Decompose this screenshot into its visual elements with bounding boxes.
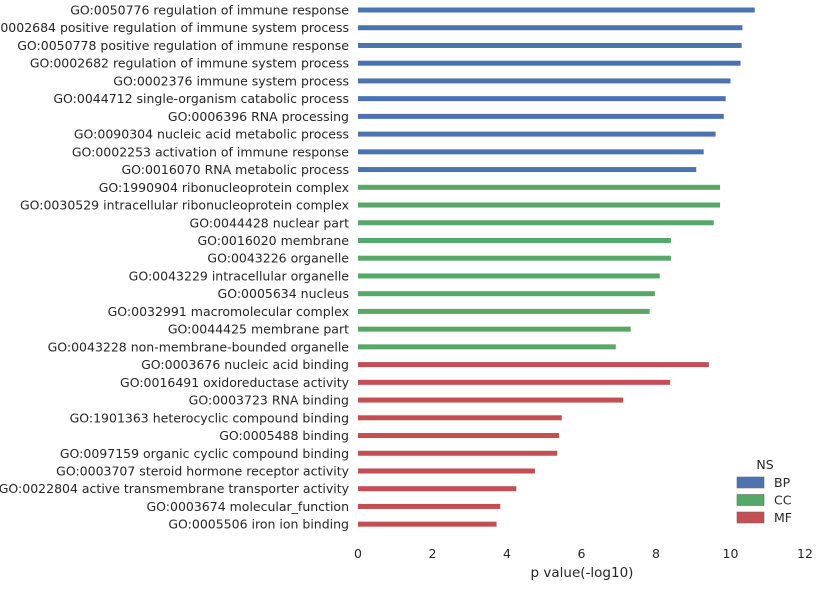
bar-mf-28 (358, 503, 501, 509)
x-tick-label: 0 (354, 546, 362, 561)
bar-cc-19 (358, 344, 616, 350)
bar-bp-8 (358, 149, 704, 155)
bars-layer (358, 7, 755, 527)
category-label: GO:0003707 steroid hormone receptor acti… (56, 463, 349, 478)
bar-bp-3 (358, 60, 741, 66)
legend: NS BP CC MF (736, 457, 792, 525)
x-tick-label: 6 (578, 546, 586, 561)
category-label: GO:0050776 regulation of immune response (70, 3, 349, 18)
category-label: GO:0090304 nucleic acid metabolic proces… (74, 127, 349, 142)
category-label: GO:0003674 molecular_function (146, 499, 349, 514)
bar-bp-4 (358, 78, 731, 84)
category-label: GO:0002253 activation of immune response (72, 144, 349, 159)
category-label: GO:1990904 ribonucleoprotein complex (99, 180, 349, 195)
legend-label-cc: CC (774, 493, 792, 508)
bar-mf-29 (358, 521, 497, 527)
category-label: GO:0016491 oxidoreductase activity (120, 375, 350, 390)
bar-mf-26 (358, 468, 535, 474)
category-label: GO:0003723 RNA binding (189, 393, 349, 408)
bar-mf-27 (358, 486, 517, 492)
bar-mf-21 (358, 379, 671, 385)
category-label: GO:0044425 membrane part (168, 322, 349, 337)
bar-cc-12 (358, 220, 714, 226)
x-tick-label: 12 (797, 546, 813, 561)
category-label: GO:0002682 regulation of immune system p… (30, 56, 349, 71)
bar-cc-17 (358, 308, 650, 314)
bar-bp-7 (358, 131, 716, 137)
x-axis-ticks: 0 2 4 6 8 10 12 (354, 546, 813, 561)
category-label: GO:0002376 immune system process (113, 73, 349, 88)
bar-cc-10 (358, 184, 721, 190)
legend-label-bp: BP (774, 475, 791, 490)
category-label: GO:0005506 iron ion binding (168, 517, 349, 532)
bar-mf-22 (358, 397, 624, 403)
category-label: GO:0030529 intracellular ribonucleoprote… (20, 198, 349, 213)
x-axis-label: p value(-log10) (531, 565, 634, 581)
x-tick-label: 8 (652, 546, 660, 561)
category-label: GO:0002684 positive regulation of immune… (0, 20, 349, 35)
bar-bp-2 (358, 42, 742, 48)
bar-cc-16 (358, 291, 655, 297)
category-label: GO:1901363 heterocyclic compound binding (70, 410, 349, 425)
category-label: GO:0043228 non-membrane-bounded organell… (48, 339, 350, 354)
category-label: GO:0097159 organic cyclic compound bindi… (60, 446, 349, 461)
category-labels: GO:0050776 regulation of immune response… (0, 3, 350, 532)
legend-title: NS (756, 457, 773, 472)
bar-mf-24 (358, 433, 560, 439)
category-label: GO:0043226 organelle (207, 251, 349, 266)
legend-swatch-mf (736, 511, 765, 524)
bar-cc-11 (358, 202, 721, 208)
bar-cc-18 (358, 326, 631, 332)
category-label: GO:0005634 nucleus (218, 286, 349, 301)
legend-swatch-cc (736, 494, 765, 506)
category-label: GO:0050778 positive regulation of immune… (17, 38, 349, 53)
bar-bp-0 (358, 7, 755, 13)
category-label: GO:0016020 membrane (197, 233, 349, 248)
category-label: GO:0044712 single-organism catabolic pro… (53, 91, 349, 106)
category-label: GO:0032991 macromolecular complex (108, 304, 349, 319)
bar-bp-1 (358, 25, 743, 31)
legend-label-mf: MF (774, 510, 792, 525)
bar-mf-20 (358, 362, 709, 368)
category-label: GO:0005488 binding (219, 428, 349, 443)
x-tick-label: 4 (503, 546, 511, 561)
bar-cc-14 (358, 255, 671, 261)
category-label: GO:0006396 RNA processing (168, 109, 349, 124)
bar-mf-23 (358, 415, 562, 421)
bar-bp-6 (358, 113, 724, 119)
x-tick-label: 2 (429, 546, 437, 561)
bar-mf-25 (358, 450, 558, 456)
bar-cc-13 (358, 237, 671, 243)
category-label: GO:0044428 nuclear part (190, 215, 350, 230)
category-label: GO:0043229 intracellular organelle (129, 268, 350, 283)
category-label: GO:0022804 active transmembrane transpor… (0, 481, 350, 496)
bar-cc-15 (358, 273, 660, 279)
x-tick-label: 10 (723, 546, 739, 561)
category-label: GO:0016070 RNA metabolic process (121, 162, 349, 177)
category-label: GO:0003676 nucleic acid binding (141, 357, 349, 372)
bar-bp-9 (358, 167, 697, 173)
legend-swatch-bp (736, 476, 765, 489)
bar-bp-5 (358, 96, 726, 102)
